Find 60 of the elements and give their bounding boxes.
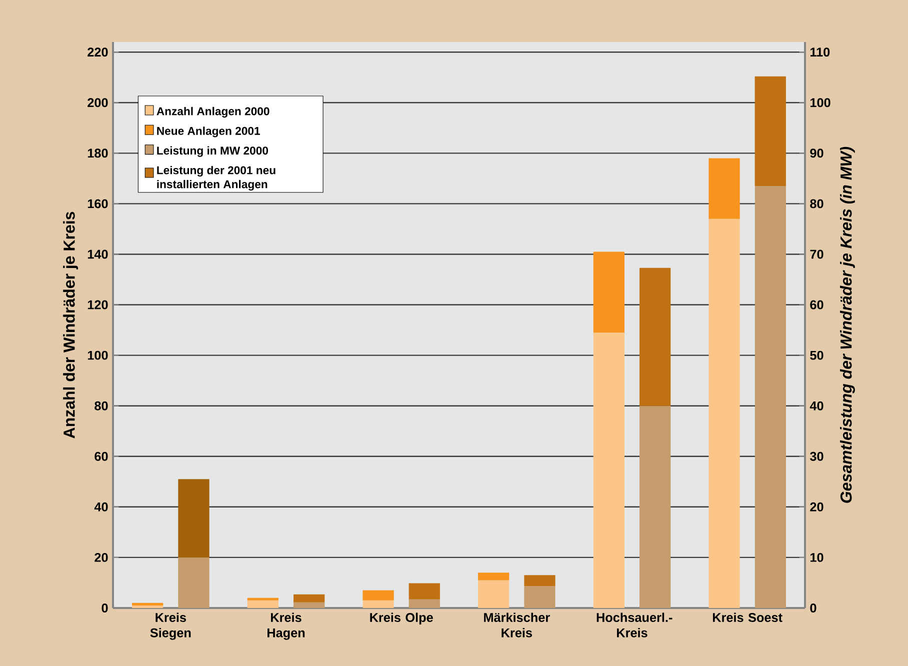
y-tick-label: 100 xyxy=(88,350,108,360)
bar xyxy=(639,406,671,608)
bar xyxy=(593,332,624,608)
bar xyxy=(708,218,740,608)
y2-tick-label: 20 xyxy=(810,502,824,512)
y2-tick-label: 10 xyxy=(810,552,824,562)
bar xyxy=(478,580,510,608)
x-tick-label: Kreis Soest xyxy=(712,612,782,622)
bar xyxy=(524,575,556,586)
x-tick-label: Märkischer Kreis xyxy=(484,612,550,638)
y-tick-label: 60 xyxy=(94,452,108,461)
y-axis-title: Anzahl der Windräder je Kreis xyxy=(63,212,78,438)
legend-label: Anzahl Anlagen 2000 xyxy=(156,106,270,118)
y2-tick-label: 40 xyxy=(810,401,824,410)
bar xyxy=(593,252,624,333)
y-tick-label: 200 xyxy=(88,98,108,108)
legend-label: Leistung in MW 2000 xyxy=(157,146,268,157)
bar xyxy=(293,594,325,602)
y2-axis-title: Gesamtleistung der Windräder je Kreis (in MW) xyxy=(840,146,855,503)
x-tick-label: Hochsauerl.-Kreis xyxy=(596,612,672,638)
bar xyxy=(178,479,210,558)
x-tick-label: Kreis Hagen xyxy=(268,612,305,640)
bar xyxy=(524,586,556,608)
y2-tick-label: 80 xyxy=(810,199,824,208)
bar xyxy=(754,76,786,186)
y2-tick-label: 90 xyxy=(810,148,824,158)
y-tick-label: 120 xyxy=(88,300,108,310)
bar xyxy=(708,158,740,219)
bar xyxy=(247,598,279,600)
bar xyxy=(178,557,210,608)
y2-tick-label: 30 xyxy=(810,452,824,461)
bar xyxy=(754,186,786,608)
legend-label: Leistung der 2001 neu installierten Anlagen xyxy=(157,166,276,191)
y2-tick-label: 50 xyxy=(810,350,824,360)
y2-tick-label: 100 xyxy=(810,98,830,108)
bar xyxy=(408,599,440,608)
bar xyxy=(362,600,394,608)
legend-label: Neue Anlagen 2001 xyxy=(157,126,260,138)
y2-tick-label: 0 xyxy=(810,604,816,612)
bar xyxy=(293,602,325,608)
bar xyxy=(132,605,164,608)
x-tick-label: Kreis Olpe xyxy=(370,612,433,625)
y-tick-label: 40 xyxy=(94,502,108,512)
y2-tick-label: 70 xyxy=(810,250,824,259)
x-tick-label: Kreis Siegen xyxy=(150,612,191,640)
y-tick-label: 0 xyxy=(102,604,108,612)
y-tick-label: 220 xyxy=(88,48,108,57)
bar xyxy=(362,590,394,600)
y-tick-label: 180 xyxy=(88,148,108,158)
bar xyxy=(247,600,279,608)
bar xyxy=(132,602,164,606)
y-tick-label: 80 xyxy=(94,401,108,410)
y-tick-label: 20 xyxy=(94,552,108,562)
y-tick-label: 160 xyxy=(88,199,108,208)
y-tick-label: 140 xyxy=(88,250,108,259)
y2-tick-label: 60 xyxy=(810,300,824,310)
bar xyxy=(408,583,440,600)
bar xyxy=(639,268,671,406)
bar xyxy=(478,572,510,580)
y2-tick-label: 110 xyxy=(810,48,830,57)
